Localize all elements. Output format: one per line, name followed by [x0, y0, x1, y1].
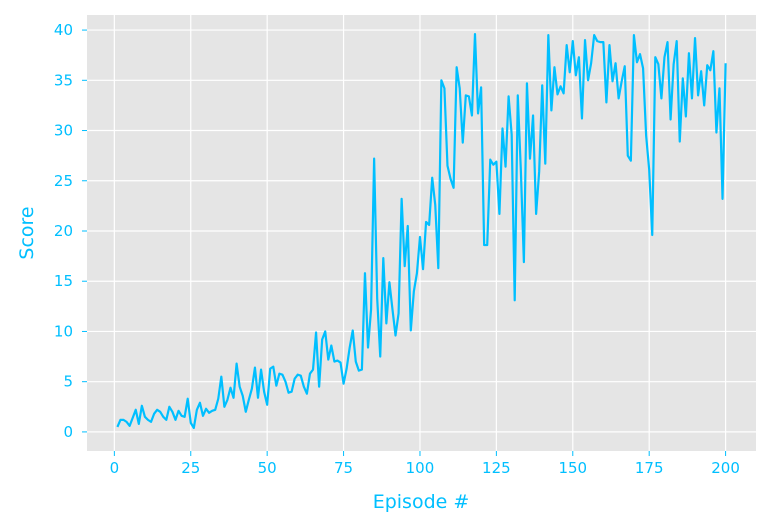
- tick-marks: [82, 29, 727, 456]
- y-tick-label: 30: [54, 122, 73, 140]
- x-tick-label: 50: [258, 459, 277, 477]
- x-axis-title: Episode #: [373, 491, 470, 513]
- y-tick-label: 10: [54, 322, 73, 340]
- y-tick-label: 25: [54, 172, 73, 190]
- x-tick-label: 0: [110, 459, 120, 477]
- y-tick-label: 20: [54, 222, 73, 240]
- y-tick-label: 40: [54, 21, 73, 39]
- y-tick-label: 5: [63, 373, 73, 391]
- y-axis-title: Score: [16, 206, 38, 259]
- x-tick-label: 125: [482, 459, 511, 477]
- y-tick-labels: 0 5 10 15 20 25 30 35 40: [54, 21, 73, 441]
- x-tick-label: 25: [181, 459, 200, 477]
- y-tick-label: 35: [54, 71, 73, 89]
- x-tick-label: 175: [635, 459, 664, 477]
- x-tick-label: 200: [711, 459, 740, 477]
- x-tick-labels: 0 25 50 75 100 125 150 175 200: [110, 459, 740, 477]
- x-tick-label: 150: [558, 459, 587, 477]
- y-tick-label: 0: [63, 423, 73, 441]
- y-tick-label: 15: [54, 272, 73, 290]
- series-line-score: [116, 32, 727, 429]
- x-tick-label: 100: [406, 459, 435, 477]
- x-tick-label: 75: [334, 459, 353, 477]
